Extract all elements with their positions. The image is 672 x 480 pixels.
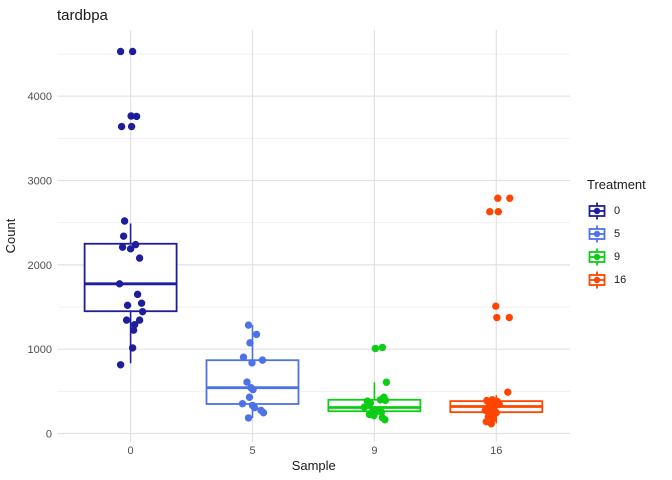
point-16	[481, 406, 489, 415]
point-16	[492, 302, 500, 310]
point-16	[494, 194, 502, 202]
legend-entries: 0 5 9 16	[587, 199, 646, 291]
legend: Treatment 0 5 9 16	[587, 177, 646, 291]
point-16	[495, 400, 503, 409]
point-0	[128, 344, 137, 352]
legend-entry-0: 0	[587, 199, 646, 222]
point-16	[504, 388, 512, 396]
x-axis-label: Sample	[292, 458, 336, 473]
point-0	[119, 232, 128, 240]
point-0	[123, 301, 132, 310]
point-5	[246, 339, 254, 347]
legend-key-boxplot-icon	[588, 271, 606, 288]
y-tick-label: 3000	[28, 176, 52, 188]
point-5	[244, 321, 253, 329]
point-9	[360, 403, 369, 411]
point-5	[243, 378, 251, 386]
point-5	[244, 414, 253, 422]
y-tick-label: 1000	[28, 344, 52, 356]
x-tick-label: 0	[128, 445, 134, 457]
point-5	[252, 330, 261, 339]
point-9	[381, 416, 389, 424]
point-0	[133, 290, 142, 299]
point-0	[138, 307, 147, 316]
y-tick-label: 4000	[28, 91, 52, 103]
point-0	[127, 122, 136, 131]
point-5	[249, 385, 257, 394]
legend-label: 9	[614, 250, 621, 263]
legend-title: Treatment	[587, 177, 646, 192]
point-16	[492, 408, 500, 417]
point-0	[116, 47, 125, 56]
legend-label: 0	[614, 204, 621, 217]
point-9	[381, 396, 390, 405]
legend-key-boxplot-icon	[588, 202, 606, 219]
point-9	[371, 344, 380, 353]
point-0	[131, 240, 140, 249]
point-16	[493, 313, 501, 322]
point-0	[126, 245, 135, 253]
point-5	[250, 403, 259, 412]
legend-entry-5: 5	[587, 222, 646, 245]
legend-key-boxplot-icon	[588, 248, 606, 265]
legend-label: 16	[614, 273, 627, 286]
legend-entry-9: 9	[587, 245, 646, 268]
point-0	[116, 361, 125, 369]
point-0	[135, 316, 144, 324]
point-9	[377, 408, 386, 416]
point-16	[487, 420, 495, 428]
legend-entry-16: 16	[587, 268, 646, 291]
point-0	[118, 243, 127, 251]
box-0	[83, 242, 178, 313]
point-0	[120, 217, 129, 225]
point-9	[366, 399, 375, 407]
x-tick-label: 9	[371, 445, 377, 457]
point-5	[239, 353, 248, 361]
point-9	[370, 411, 378, 420]
point-16	[505, 313, 513, 322]
y-tick-label: 0	[46, 429, 52, 441]
point-0	[129, 326, 138, 334]
point-0	[132, 112, 141, 121]
legend-key-boxplot-icon	[588, 225, 606, 242]
point-9	[382, 378, 391, 386]
y-axis-label: Count	[3, 218, 18, 253]
point-0	[122, 316, 131, 324]
x-tick-label: 5	[249, 445, 255, 457]
x-tick-label: 16	[490, 445, 502, 457]
point-0	[137, 299, 146, 307]
point-5	[258, 356, 267, 364]
point-16	[506, 194, 514, 202]
point-0	[130, 321, 139, 329]
point-0	[117, 122, 126, 131]
point-5	[248, 359, 256, 367]
point-5	[259, 409, 268, 417]
y-tick-label: 2000	[28, 260, 52, 272]
chart-title: tardbpa	[57, 7, 109, 24]
point-9	[378, 343, 387, 352]
point-0	[127, 112, 135, 120]
point-16	[494, 208, 502, 216]
point-0	[135, 254, 144, 262]
point-5	[245, 393, 254, 401]
point-0	[128, 47, 137, 56]
point-16	[486, 208, 494, 216]
legend-label: 5	[614, 227, 621, 240]
point-0	[115, 280, 124, 288]
point-5	[238, 400, 247, 408]
